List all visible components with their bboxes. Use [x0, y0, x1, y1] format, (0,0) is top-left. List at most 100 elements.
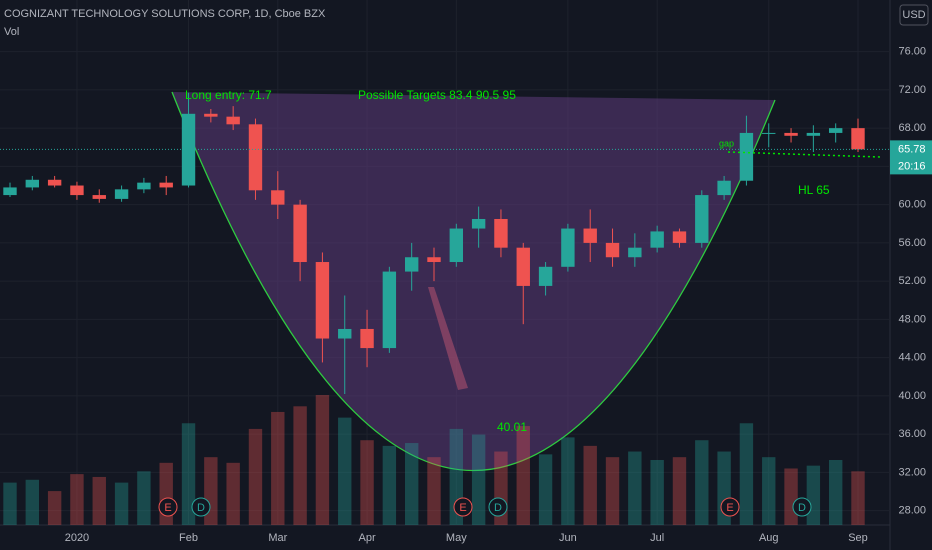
volume-bar	[181, 423, 196, 525]
candle-body	[137, 182, 151, 190]
marks: 65.78 20:16	[0, 92, 932, 525]
candle-body	[717, 180, 731, 196]
hl-label: HL 65	[798, 183, 830, 197]
volume-bar	[538, 454, 553, 525]
candle-body	[70, 185, 84, 196]
volume-bar	[92, 476, 106, 525]
y-tick-label: 28.00	[898, 505, 926, 517]
candle-body	[806, 132, 821, 136]
volume-bar	[583, 445, 597, 525]
volume-bar	[293, 406, 307, 525]
candle-body	[471, 218, 486, 229]
event-label[interactable]: D	[798, 502, 806, 514]
x-tick-label: Sep	[848, 532, 868, 544]
candle-body	[382, 271, 397, 349]
candle-body	[628, 247, 642, 258]
cup-curve	[171, 91, 776, 472]
candle-body	[47, 179, 62, 186]
x-tick-label: Apr	[358, 532, 375, 544]
event-label[interactable]: E	[459, 502, 466, 514]
volume-bar	[516, 426, 530, 525]
event-marker[interactable]	[453, 497, 473, 517]
candle-body	[25, 179, 40, 188]
targets: Possible Targets 83.4 90.5 95	[358, 88, 516, 102]
volume-bar	[3, 482, 17, 525]
volume-bar	[628, 451, 642, 525]
event-label[interactable]: D	[197, 502, 205, 514]
countdown: 20:16	[898, 160, 926, 172]
candle-body	[3, 187, 17, 196]
gap-label: gap	[719, 138, 734, 148]
volume-bar	[226, 462, 240, 525]
candle-body	[293, 204, 307, 263]
event-label[interactable]: E	[164, 502, 171, 514]
event-marker[interactable]	[488, 497, 508, 517]
candle-body	[650, 231, 664, 248]
candle-body	[762, 132, 776, 134]
volume-bar	[315, 395, 330, 525]
volume-bar	[114, 482, 129, 525]
volume-bar	[471, 434, 486, 525]
candle-body	[360, 328, 374, 349]
event-label[interactable]: D	[494, 502, 502, 514]
event-marker[interactable]	[720, 497, 740, 517]
candle-body	[561, 228, 575, 267]
x-tick-label: Feb	[179, 532, 198, 544]
volume-bar	[784, 468, 798, 525]
candle-body	[159, 182, 173, 188]
candle-body	[204, 113, 218, 117]
event-label[interactable]: E	[726, 502, 733, 514]
volume-bar	[70, 474, 84, 525]
last-price-box	[890, 140, 932, 175]
bottom-label: 40.01	[497, 420, 527, 434]
volume-bar	[695, 440, 709, 525]
candle-body	[181, 113, 196, 186]
candle-body	[605, 242, 620, 258]
volume-bar	[806, 465, 821, 525]
volume-bar	[427, 457, 441, 525]
volume-bar	[739, 423, 754, 525]
y-tick-label: 36.00	[898, 428, 926, 440]
volume-bar	[828, 460, 843, 525]
candle-body	[494, 218, 508, 248]
candle-body	[784, 132, 798, 136]
gap-line	[727, 151, 881, 158]
candle-body	[672, 231, 687, 243]
candle-body	[516, 247, 530, 286]
y-tick-label: 40.00	[898, 390, 926, 402]
y-tick-label: 76.00	[898, 46, 926, 58]
x-tick-label: May	[446, 532, 467, 544]
last-price: 65.78	[898, 143, 926, 155]
y-tick-label: 48.00	[898, 313, 926, 325]
volume-bar	[137, 471, 151, 525]
event-marker[interactable]	[792, 497, 812, 517]
event-marker[interactable]	[191, 497, 211, 517]
y-tick-label: 44.00	[898, 352, 926, 364]
candle-body	[695, 195, 709, 243]
candle-body	[404, 257, 419, 272]
volume-bar	[271, 411, 285, 525]
currency-box[interactable]	[899, 4, 929, 26]
candle-body	[248, 124, 263, 191]
candle-body	[315, 262, 330, 339]
y-tick-label: 68.00	[898, 122, 926, 134]
x-tick-label: Jul	[650, 532, 664, 544]
chart-title: COGNIZANT TECHNOLOGY SOLUTIONS CORP, 1D,…	[4, 8, 326, 20]
candle-body	[226, 116, 240, 125]
candle-body	[338, 328, 352, 339]
volume-bar	[851, 471, 865, 525]
currency[interactable]: USD	[902, 9, 925, 21]
volume-bar	[650, 460, 664, 525]
candle-body	[449, 228, 464, 263]
candle-body	[92, 195, 106, 199]
long-entry: Long entry: 71.7	[185, 88, 272, 102]
volume-bar	[248, 428, 263, 525]
volume-bar	[762, 457, 776, 525]
event-marker[interactable]	[158, 497, 178, 517]
arrow	[428, 287, 468, 390]
y-tick-label: 56.00	[898, 237, 926, 249]
volume-bar	[672, 457, 687, 525]
candle-body	[828, 128, 843, 133]
